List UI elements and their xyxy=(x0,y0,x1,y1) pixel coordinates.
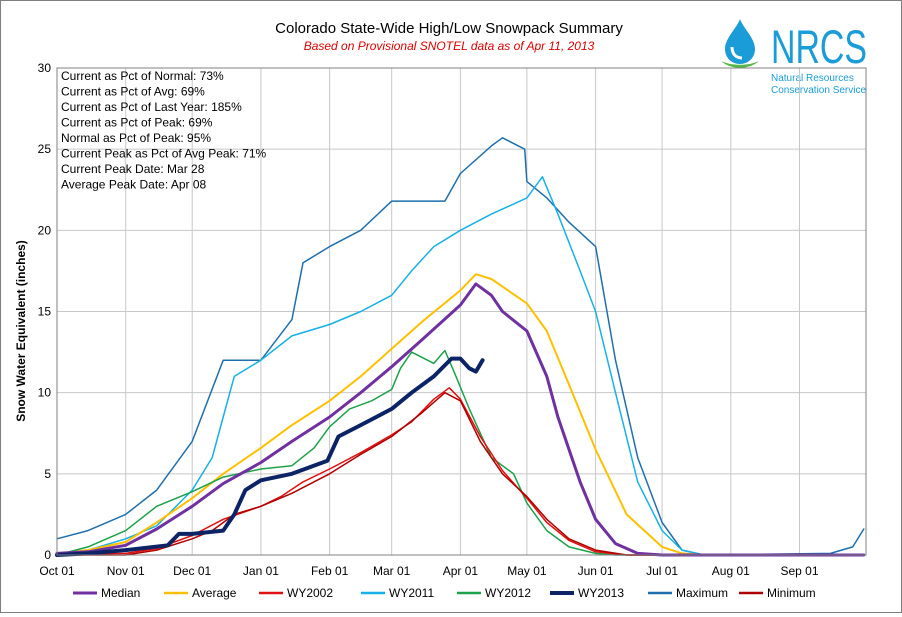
x-tick-label: Nov 01 xyxy=(107,564,145,578)
axis-ticks: 0 5 10 15 20 25 30 Oct 01 Nov 01 Dec 01 Jan 01 Feb … xyxy=(38,61,819,578)
legend-label: Maximum xyxy=(676,586,728,600)
nrcs-logo: NRCS Natural Resources Conservation Serv… xyxy=(721,19,867,96)
y-tick-label: 15 xyxy=(38,305,52,319)
logo-text: NRCS xyxy=(771,20,867,73)
legend-item-median: Median xyxy=(73,586,140,600)
x-tick-label: Sep 01 xyxy=(780,564,818,578)
legend-label: WY2011 xyxy=(389,586,434,600)
legend-label: Average xyxy=(192,586,237,600)
legend-label: Median xyxy=(101,586,140,600)
series-line-wy2011 xyxy=(56,176,865,556)
legend-label: WY2012 xyxy=(485,586,531,600)
legend-item-wy2013: WY2013 xyxy=(550,586,624,600)
legend-item-wy2002: WY2002 xyxy=(259,586,333,600)
y-tick-label: 25 xyxy=(38,142,52,156)
stat-line: Current as Pct of Normal: 73% xyxy=(61,69,224,83)
y-tick-label: 20 xyxy=(38,223,52,237)
plot-border xyxy=(56,67,867,556)
stat-line: Current as Pct of Last Year: 185% xyxy=(61,100,242,114)
legend-label: WY2013 xyxy=(578,586,624,600)
legend-item-wy2011: WY2011 xyxy=(361,586,434,600)
legend-label: WY2002 xyxy=(287,586,333,600)
legend-item-maximum: Maximum xyxy=(648,586,728,600)
stat-line: Current Peak as Pct of Avg Peak: 71% xyxy=(61,147,267,161)
logo-line2: Conservation Service xyxy=(771,85,866,96)
legend-item-wy2012: WY2012 xyxy=(457,586,531,600)
legend: Median Average WY2002 WY2011 WY2012 WY2013 Max… xyxy=(73,586,816,600)
legend-item-minimum: Minimum xyxy=(739,586,816,600)
stats-box: Current as Pct of Normal: 73% Current as … xyxy=(61,69,267,192)
x-tick-label: Jan 01 xyxy=(243,564,279,578)
x-tick-label: Jun 01 xyxy=(578,564,614,578)
stat-line: Current as Pct of Peak: 69% xyxy=(61,116,213,130)
leaf-icon xyxy=(721,61,759,68)
stat-line: Normal as Pct of Peak: 95% xyxy=(61,131,211,145)
y-axis-label: Snow Water Equivalent (inches) xyxy=(14,240,28,422)
series-line-wy2002 xyxy=(56,387,865,556)
x-tick-label: Dec 01 xyxy=(173,564,211,578)
series-line-median xyxy=(55,282,866,557)
x-tick-label: Apr 01 xyxy=(443,564,479,578)
legend-label: Minimum xyxy=(767,586,816,600)
chart-subtitle: Based on Provisional SNOTEL data as of A… xyxy=(304,39,595,53)
y-tick-label: 10 xyxy=(38,386,52,400)
x-tick-label: May 01 xyxy=(507,564,547,578)
stat-line: Average Peak Date: Apr 08 xyxy=(61,178,207,192)
stat-line: Current Peak Date: Mar 28 xyxy=(61,162,205,176)
series-line-wy2013 xyxy=(55,356,485,557)
series-line-maximum xyxy=(56,137,865,556)
logo-line1: Natural Resources xyxy=(771,73,854,84)
x-tick-label: Aug 01 xyxy=(712,564,750,578)
x-tick-label: Feb 01 xyxy=(311,564,349,578)
series-lines xyxy=(55,137,866,557)
y-tick-label: 0 xyxy=(44,548,51,562)
y-tick-label: 30 xyxy=(38,61,52,75)
legend-item-average: Average xyxy=(164,586,237,600)
x-tick-label: Jul 01 xyxy=(646,564,678,578)
y-tick-label: 5 xyxy=(44,467,51,481)
chart-title: Colorado State-Wide High/Low Snowpack Su… xyxy=(275,20,623,37)
x-tick-label: Mar 01 xyxy=(373,564,411,578)
x-tick-label: Oct 01 xyxy=(39,564,75,578)
stat-line: Current as Pct of Avg: 69% xyxy=(61,85,205,99)
series-line-wy2012 xyxy=(56,349,865,556)
series-line-average xyxy=(56,273,865,556)
